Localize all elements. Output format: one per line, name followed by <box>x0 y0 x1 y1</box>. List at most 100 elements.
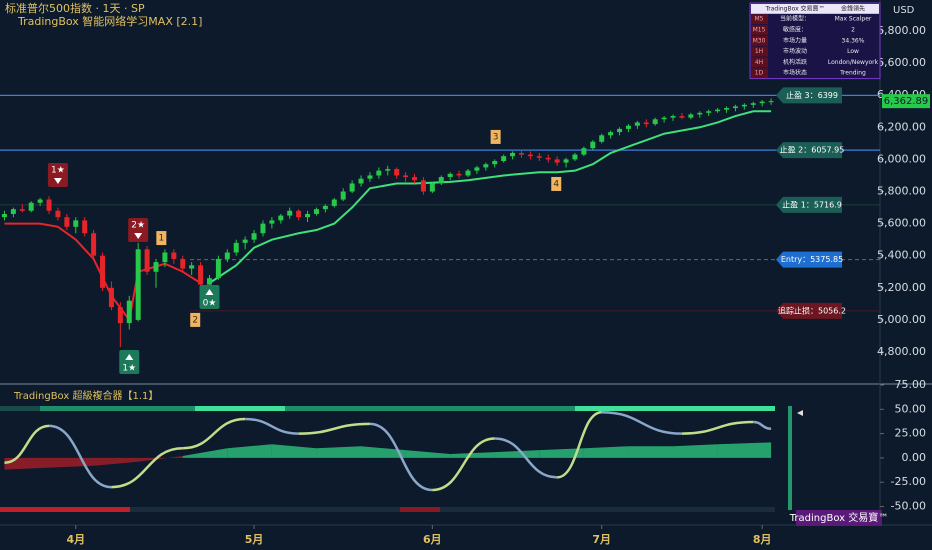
candle-body <box>634 122 640 126</box>
marker-label: 2 <box>192 315 198 325</box>
wave-line <box>111 446 183 489</box>
flow-area <box>271 444 317 458</box>
candle-body <box>117 307 123 324</box>
candle-body <box>313 209 319 214</box>
table-header-cell: TradingBox 交易寶™ <box>764 4 824 12</box>
candle-body <box>305 213 311 218</box>
candle-body <box>590 141 596 149</box>
flow-area <box>182 448 228 458</box>
flow-area <box>717 442 772 458</box>
table-cell-text: 敏感度： <box>783 26 807 34</box>
flow-area <box>583 446 629 458</box>
strip <box>0 507 130 512</box>
candle-body <box>741 104 747 107</box>
candle-body <box>750 103 756 105</box>
candle-body <box>287 210 293 216</box>
candle-body <box>545 157 551 160</box>
table-cell <box>751 68 768 79</box>
y-tick-label: 6,800.00 <box>877 24 926 37</box>
table-cell-text: 4H <box>755 59 763 66</box>
table-cell <box>751 14 768 25</box>
signal-arrow <box>125 353 134 360</box>
signal-badge <box>199 284 220 309</box>
candle-body <box>180 258 186 269</box>
pointer <box>797 410 803 416</box>
table-cell-text: Low <box>847 48 859 55</box>
candle-body <box>483 164 489 168</box>
y-tick-label: 6,200.00 <box>877 120 926 133</box>
level-tag <box>776 196 842 213</box>
y-tick-label: -50.00 <box>891 500 926 513</box>
wave-line <box>432 437 495 492</box>
currency: USD <box>893 5 915 16</box>
flow-area <box>539 448 584 458</box>
candle-body <box>474 167 480 171</box>
candle-body <box>447 173 453 178</box>
strip <box>0 406 775 411</box>
signal-label: 0★ <box>203 298 217 308</box>
x-tick-label: 7月 <box>592 533 611 546</box>
y-tick-label: 5,400.00 <box>877 249 926 262</box>
x-tick-label: 5月 <box>245 533 264 546</box>
flow-area <box>93 457 139 466</box>
level-label: 止盈 1：5716.9 <box>782 199 842 209</box>
marker-box <box>551 176 562 191</box>
wave-line <box>4 424 50 465</box>
wave-line <box>556 410 602 479</box>
candle-body <box>269 220 275 224</box>
candle-body <box>64 217 70 227</box>
flow-area <box>405 450 451 458</box>
candle-body <box>581 148 587 155</box>
y-tick-label: 25.00 <box>895 427 927 440</box>
table-cell-text: M5 <box>755 16 764 23</box>
candle-body <box>171 252 177 259</box>
wave-line <box>48 424 112 489</box>
wave-line <box>601 410 682 435</box>
candle-body <box>10 209 16 214</box>
candle-body <box>340 191 346 200</box>
marker-box <box>190 312 201 327</box>
strip <box>575 406 775 411</box>
gauge <box>788 406 792 510</box>
candle-body <box>510 152 516 157</box>
signal-label: 2★ <box>131 221 145 231</box>
marker-box <box>156 231 167 246</box>
candle-body <box>19 209 25 211</box>
candle-body <box>625 125 631 129</box>
table-cell-text: M15 <box>753 27 766 34</box>
table-cell-text: 机构活跃 <box>783 58 807 66</box>
table-cell-text: 1D <box>755 70 764 77</box>
signal-arrow <box>134 233 143 240</box>
flow-area <box>628 446 674 458</box>
candle-body <box>661 117 667 120</box>
signal-badge <box>128 218 149 243</box>
y-tick-label: 5,600.00 <box>877 217 926 230</box>
candle-body <box>91 233 97 256</box>
candle-body <box>251 233 257 240</box>
price-label: 6,362.89 <box>884 96 929 107</box>
title: 标准普尔500指数 · 1天 · SP <box>5 1 145 15</box>
candle-body <box>697 112 703 115</box>
candle-body <box>46 199 52 211</box>
candle-body <box>126 300 132 324</box>
flow-area <box>494 450 540 458</box>
strip <box>0 507 775 512</box>
candle-body <box>260 223 266 234</box>
level-tag <box>776 87 842 104</box>
table-cell <box>751 35 768 46</box>
candle-body <box>536 156 542 158</box>
wave-line <box>182 417 246 450</box>
flow-area <box>4 457 50 470</box>
x-tick-label: 6月 <box>423 533 442 546</box>
level-label: Entry：5375.85 <box>781 255 843 264</box>
flow-area <box>673 444 718 458</box>
candle-body <box>367 175 373 179</box>
candle-body <box>501 156 507 162</box>
candle-body <box>135 249 141 320</box>
candle-body <box>492 161 498 165</box>
candle-body <box>55 210 61 218</box>
candle-body <box>215 258 221 279</box>
candle-body <box>572 154 578 160</box>
